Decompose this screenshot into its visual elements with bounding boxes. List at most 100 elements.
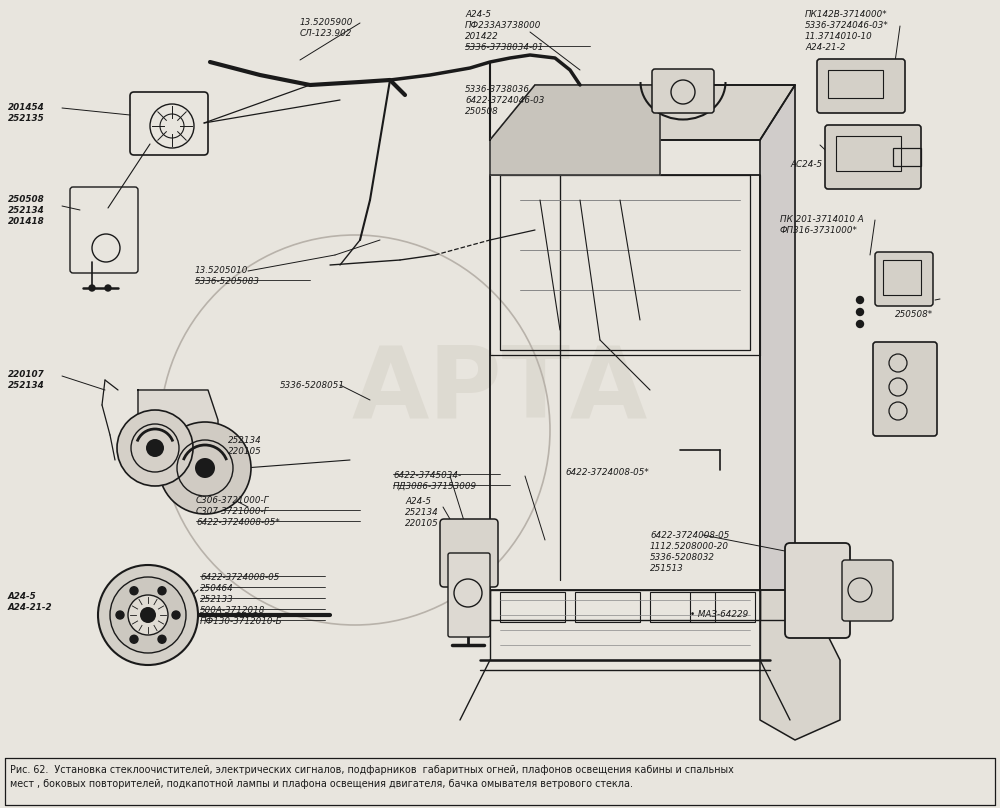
Circle shape [117, 410, 193, 486]
Text: 6422-3724008-05: 6422-3724008-05 [200, 573, 279, 582]
FancyBboxPatch shape [842, 560, 893, 621]
Text: 500А-3712018: 500А-3712018 [200, 606, 265, 615]
Text: А24-21-2: А24-21-2 [805, 43, 845, 52]
Text: 13.5205010: 13.5205010 [195, 266, 248, 275]
Text: 252134: 252134 [405, 508, 439, 517]
Text: 5336-3738036: 5336-3738036 [465, 85, 530, 94]
Text: 220107: 220107 [8, 370, 45, 379]
Text: 6422-3724008-05*: 6422-3724008-05* [196, 518, 280, 527]
Text: 11.3714010-10: 11.3714010-10 [805, 32, 873, 41]
Text: Рис. 62.  Установка стеклоочистителей, электрических сигналов, подфарников  габа: Рис. 62. Установка стеклоочистителей, эл… [10, 765, 734, 775]
Bar [575, 592, 640, 622]
Circle shape [130, 587, 138, 595]
Polygon shape [760, 85, 795, 590]
Text: А24-21-2: А24-21-2 [8, 603, 53, 612]
Text: ПК142В-3714000*: ПК142В-3714000* [805, 10, 888, 19]
Text: АС24-5: АС24-5 [790, 160, 822, 169]
Text: 5336-5208032: 5336-5208032 [650, 553, 715, 562]
Text: 252134: 252134 [8, 381, 45, 390]
Text: 252134: 252134 [895, 299, 929, 308]
Text: 250508*: 250508* [895, 310, 933, 319]
Text: 250464: 250464 [880, 387, 914, 396]
Text: 6422-3724046-03: 6422-3724046-03 [465, 96, 544, 105]
Text: 5336-3738034-01: 5336-3738034-01 [465, 43, 544, 52]
Text: 252133: 252133 [200, 595, 234, 604]
Text: ПФ233А3738000: ПФ233А3738000 [465, 21, 541, 30]
Text: СЛ-123.902: СЛ-123.902 [300, 29, 352, 38]
Text: 5336-3724046-03*: 5336-3724046-03* [805, 21, 889, 30]
Text: 220103: 220103 [895, 288, 929, 297]
Text: АРТА: АРТА [352, 342, 648, 439]
Text: 252134: 252134 [228, 436, 262, 445]
Text: 13.5205900: 13.5205900 [300, 18, 353, 27]
Text: 6422-3745034-: 6422-3745034- [393, 471, 461, 480]
Text: ПД3086-37153009: ПД3086-37153009 [393, 482, 477, 491]
Text: 201422: 201422 [465, 32, 499, 41]
Circle shape [856, 321, 864, 327]
Text: А24-5: А24-5 [8, 592, 37, 601]
Text: 250508: 250508 [8, 195, 45, 204]
Bar [893, 148, 921, 166]
Circle shape [110, 577, 186, 653]
Text: 5336-5208051: 5336-5208051 [280, 381, 345, 390]
Text: 201454: 201454 [8, 103, 45, 112]
Circle shape [195, 458, 215, 478]
Text: ФП316-3731000*: ФП316-3731000* [780, 226, 858, 235]
Text: С306-3721000-Г: С306-3721000-Г [196, 496, 270, 505]
Circle shape [158, 587, 166, 595]
Circle shape [856, 297, 864, 304]
Circle shape [130, 635, 138, 643]
Polygon shape [760, 590, 840, 740]
Text: 250464: 250464 [200, 584, 234, 593]
Circle shape [159, 422, 251, 514]
Text: ПК 201-3714010 А: ПК 201-3714010 А [780, 215, 864, 224]
Text: 1112.5208000-20: 1112.5208000-20 [650, 542, 729, 551]
Text: 250508: 250508 [465, 107, 499, 116]
Text: 6422-3724008-05: 6422-3724008-05 [650, 531, 729, 540]
FancyBboxPatch shape [817, 59, 905, 113]
Text: 251513: 251513 [650, 564, 684, 573]
Circle shape [140, 607, 156, 623]
Bar [836, 136, 901, 171]
Circle shape [128, 595, 168, 635]
Polygon shape [490, 85, 795, 140]
FancyBboxPatch shape [448, 553, 490, 637]
Circle shape [146, 439, 164, 457]
Bar [500, 592, 565, 622]
Text: А24-5: А24-5 [405, 497, 431, 506]
Circle shape [105, 285, 111, 291]
FancyBboxPatch shape [652, 69, 714, 113]
Text: А24-5: А24-5 [465, 10, 491, 19]
Text: 201418: 201418 [8, 217, 45, 226]
Text: 220105: 220105 [228, 447, 262, 456]
Circle shape [98, 565, 198, 665]
Bar [650, 592, 715, 622]
Circle shape [89, 285, 95, 291]
Text: • МАЗ-64229: • МАЗ-64229 [690, 610, 748, 619]
Text: 6422-3724008-05*: 6422-3724008-05* [565, 468, 649, 477]
Text: 14.3726010: 14.3726010 [880, 365, 933, 374]
Polygon shape [138, 390, 218, 470]
Bar [828, 70, 883, 98]
Polygon shape [490, 85, 660, 175]
Circle shape [172, 611, 180, 619]
FancyBboxPatch shape [785, 543, 850, 638]
Circle shape [158, 635, 166, 643]
FancyBboxPatch shape [875, 252, 933, 306]
Circle shape [116, 611, 124, 619]
Text: 220105: 220105 [405, 519, 439, 528]
FancyBboxPatch shape [825, 125, 921, 189]
Text: 252134: 252134 [8, 206, 45, 215]
FancyBboxPatch shape [440, 519, 498, 587]
Bar [883, 260, 921, 295]
Text: мест , боковых повторителей, подкапотной лампы и плафона освещения двигателя, ба: мест , боковых повторителей, подкапотной… [10, 779, 633, 789]
FancyBboxPatch shape [873, 342, 937, 436]
Text: ПФ130-3712010-Б: ПФ130-3712010-Б [200, 617, 283, 626]
Circle shape [856, 309, 864, 315]
Text: С307-3721000-Г: С307-3721000-Г [196, 507, 270, 516]
Text: 252135: 252135 [8, 114, 45, 123]
Text: 252133: 252133 [880, 398, 914, 407]
Text: 5336-5205083: 5336-5205083 [195, 277, 260, 286]
Bar [690, 592, 755, 622]
Text: А24-5: А24-5 [880, 376, 906, 385]
